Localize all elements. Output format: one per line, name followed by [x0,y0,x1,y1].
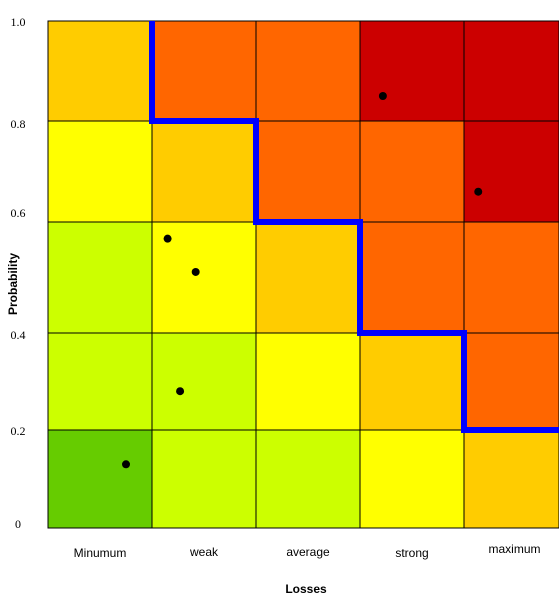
data-point [191,267,200,276]
x-tick-label: average [286,545,330,559]
heatmap-cell [463,429,559,529]
x-tick-label: weak [189,545,219,559]
heatmap-cell [359,221,465,334]
heatmap-cell [47,332,153,431]
y-tick-label: 0.6 [11,206,26,220]
heatmap-cells [47,20,559,529]
heatmap-cell [255,332,361,431]
data-points [122,92,483,469]
heatmap-cell [47,429,153,529]
x-tick-label: maximum [488,542,540,556]
heatmap-cell [463,20,559,122]
data-point [176,387,185,396]
y-tick-label: 0.4 [11,328,26,342]
heatmap-cell [47,221,153,334]
heatmap-cell [151,332,257,431]
heatmap-cell [255,221,361,334]
y-tick-label: 0.8 [11,117,26,131]
data-point [163,234,172,243]
heatmap-cell [47,120,153,223]
data-point [122,460,130,469]
risk-boundary [149,21,559,433]
x-tick-label: strong [395,546,428,560]
y-axis-ticks: 0 0.2 0.4 0.6 0.8 1.0 [11,15,26,531]
heatmap-cell [47,20,153,122]
data-point [378,92,387,100]
heatmap-cell [359,120,465,223]
y-tick-label: 0.2 [11,424,26,438]
data-point [474,187,483,196]
heatmap-cell [463,332,559,431]
x-tick-label: Minumum [74,546,127,560]
risk-boundary-line [149,21,559,433]
heatmap-cell [255,429,361,529]
y-tick-label: 1.0 [11,15,26,29]
heatmap-cell [359,429,465,529]
x-axis-ticks: Minumum weak average strong maximum [74,542,541,560]
heatmap-cell [359,20,465,122]
heatmap-cell [463,120,559,223]
y-axis-label: Probability [6,253,20,315]
heatmap-cell [255,120,361,223]
heatmap-cell [151,429,257,529]
heatmap-cell [255,20,361,122]
heatmap-cell [151,20,257,122]
heatmap-cell [359,332,465,431]
heatmap-cell [151,120,257,223]
y-tick-label: 0 [15,517,21,531]
heatmap-cell [463,221,559,334]
x-axis-label: Losses [285,582,327,596]
